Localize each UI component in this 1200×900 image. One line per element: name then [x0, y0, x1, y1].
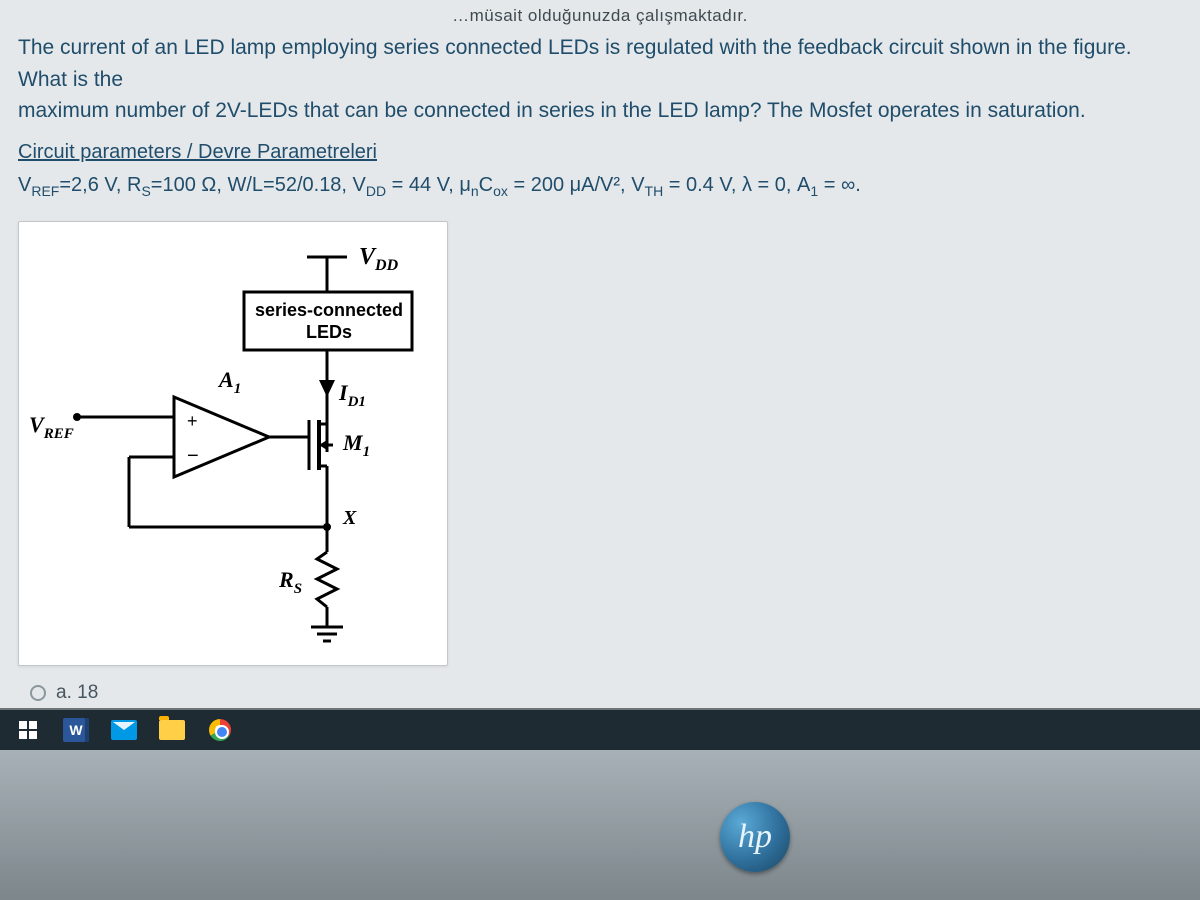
svg-text:M1: M1: [342, 430, 370, 460]
taskbar-folder[interactable]: [150, 714, 194, 746]
taskbar-word[interactable]: W: [54, 714, 98, 746]
mail-icon: [111, 720, 137, 740]
question-line2: maximum number of 2V-LEDs that can be co…: [18, 99, 1086, 122]
circuit-diagram: VDD series-connected LEDs ID1 + − A1: [18, 221, 448, 666]
params-heading: Circuit parameters / Devre Parametreleri: [18, 141, 1182, 164]
windows-icon: [19, 721, 37, 739]
laptop-chassis: hp: [0, 750, 1200, 900]
chrome-icon: [209, 719, 231, 741]
svg-text:VREF: VREF: [29, 412, 74, 442]
svg-text:LEDs: LEDs: [306, 322, 352, 342]
hp-logo: hp: [720, 802, 790, 872]
answer-a-label: a. 18: [56, 682, 98, 704]
svg-text:X: X: [342, 507, 357, 529]
svg-text:RS: RS: [278, 567, 302, 597]
start-button[interactable]: [6, 714, 50, 746]
quiz-frame: …müsait olduğunuzda çalışmaktadır. The c…: [0, 0, 1200, 710]
windows-taskbar[interactable]: W: [0, 710, 1200, 750]
svg-text:A1: A1: [217, 367, 241, 397]
folder-icon: [159, 720, 185, 740]
word-icon: W: [63, 718, 89, 742]
question-line1: The current of an LED lamp employing ser…: [18, 36, 1132, 91]
params-line: VREF=2,6 V, RS=100 Ω, W/L=52/0.18, VDD =…: [18, 174, 1182, 199]
radio-a[interactable]: [30, 685, 46, 701]
svg-text:series-connected: series-connected: [255, 300, 403, 320]
taskbar-chrome[interactable]: [198, 714, 242, 746]
svg-text:ID1: ID1: [338, 380, 366, 410]
question-text: The current of an LED lamp employing ser…: [18, 32, 1182, 127]
circuit-svg: VDD series-connected LEDs ID1 + − A1: [19, 222, 449, 667]
taskbar-mail[interactable]: [102, 714, 146, 746]
svg-text:−: −: [187, 445, 199, 467]
svg-text:+: +: [187, 411, 198, 431]
svg-text:VDD: VDD: [359, 244, 399, 274]
top-banner: …müsait olduğunuzda çalışmaktadır.: [18, 6, 1182, 26]
answer-option-a[interactable]: a. 18: [30, 682, 98, 704]
